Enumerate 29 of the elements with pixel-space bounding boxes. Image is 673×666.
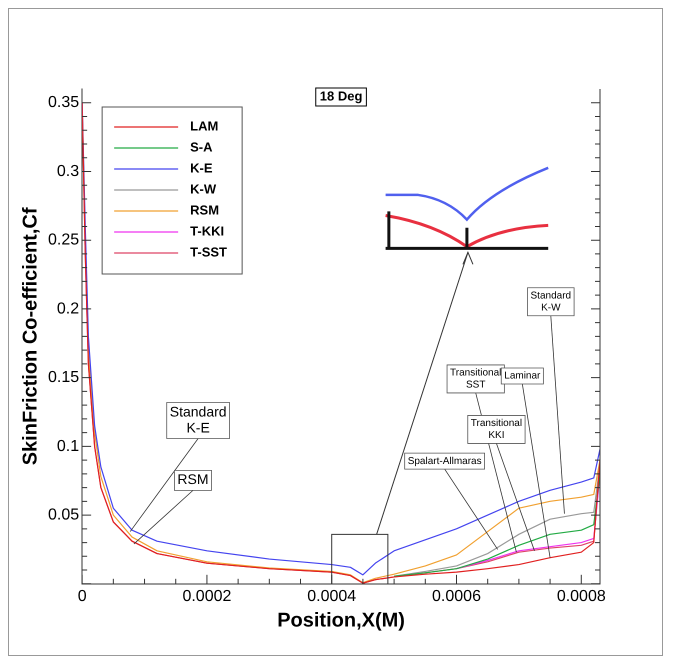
y-tick-label: 0.05 bbox=[48, 506, 80, 524]
annotation: Laminar bbox=[504, 370, 542, 382]
y-tick-label: 0.2 bbox=[56, 300, 80, 318]
x-tick-label: 0 bbox=[78, 588, 87, 605]
x-tick-label: 0.0006 bbox=[432, 588, 482, 605]
x-tick-label: 0.0008 bbox=[556, 588, 606, 605]
annotation: Transitional KKI bbox=[470, 418, 522, 442]
x-tick-label: 0.0004 bbox=[307, 588, 356, 605]
x-axis-title: Position,X(M) bbox=[277, 610, 405, 632]
legend-label: K-E bbox=[190, 160, 213, 176]
legend-label: T-SST bbox=[190, 244, 228, 260]
y-tick-label: 0.1 bbox=[56, 438, 80, 455]
annotation: Standard K-E bbox=[170, 403, 227, 436]
y-tick-label: 0.35 bbox=[48, 94, 80, 112]
chart-title: 18 Deg bbox=[320, 88, 362, 104]
x-tick-label: 0.0002 bbox=[182, 588, 232, 605]
annotation: Spalart-Allmaras bbox=[408, 456, 482, 467]
y-tick-label: 0.25 bbox=[48, 232, 80, 249]
annotation: RSM bbox=[177, 471, 209, 488]
annotation: Standard K-W bbox=[530, 290, 572, 314]
y-tick-label: 0.15 bbox=[48, 369, 80, 386]
legend-label: LAM bbox=[190, 118, 218, 134]
legend-label: K-W bbox=[190, 182, 217, 197]
legend-label: S-A bbox=[190, 140, 214, 155]
y-axis-title: SkinFriction Co-efficient,Cf bbox=[20, 207, 42, 466]
legend-label: T-KKI bbox=[190, 224, 224, 239]
annotation: Transitional SST bbox=[450, 368, 502, 391]
legend-label: RSM bbox=[190, 202, 220, 218]
y-tick-label: 0.3 bbox=[56, 162, 80, 180]
